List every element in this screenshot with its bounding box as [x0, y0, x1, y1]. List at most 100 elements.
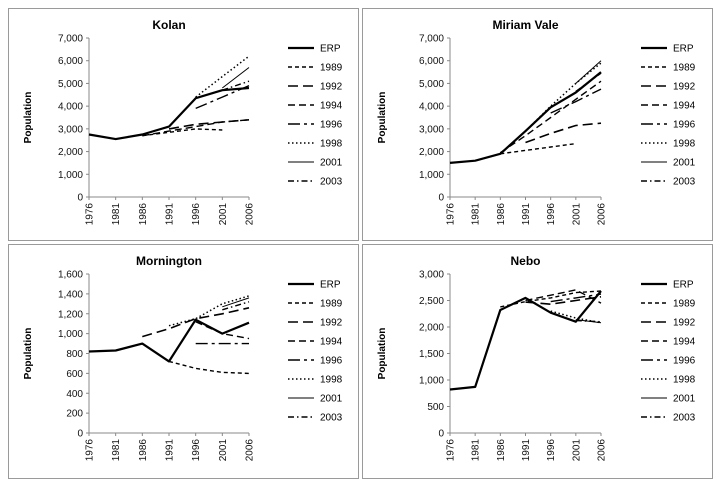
legend-label: 2003 — [673, 413, 696, 424]
x-tick-label: 1986 — [138, 439, 149, 462]
y-tick-label: 2,000 — [58, 147, 83, 158]
y-tick-label: 1,400 — [58, 289, 83, 300]
series-line-1998 — [168, 295, 250, 327]
x-tick-label: 1991 — [521, 203, 532, 226]
series-line-1994 — [142, 119, 250, 137]
x-tick-label: 1991 — [165, 203, 176, 226]
x-tick-label: 1981 — [111, 203, 122, 226]
x-tick-label: 1986 — [138, 203, 149, 226]
legend-label: 1994 — [673, 101, 696, 112]
legend-label: 1989 — [673, 299, 696, 310]
chart-title: Nebo — [511, 254, 541, 268]
series-line-1992 — [142, 307, 250, 338]
legend-label: 1996 — [673, 356, 696, 367]
y-tick-label: 1,000 — [58, 170, 83, 181]
series-line-2003 — [575, 319, 602, 323]
chart-panel-3: Nebo Population 0 500 1,000 1,500 2,000 2,500 3,… — [362, 244, 713, 479]
series-line-1992 — [525, 296, 602, 305]
y-tick-label: 200 — [66, 409, 83, 420]
y-tick-label: 7,000 — [58, 34, 83, 45]
y-tick-label: 500 — [427, 402, 444, 413]
series-line-1996 — [550, 88, 602, 114]
y-axis-label: Population — [377, 92, 388, 144]
x-tick-label: 1996 — [546, 203, 557, 226]
y-tick-label: 1,600 — [58, 270, 83, 281]
y-axis-label: Population — [23, 328, 34, 380]
chart-panel-0: Kolan Population 0 1,000 2,000 3,000 4,000 5,00… — [8, 8, 359, 241]
y-tick-label: 2,500 — [419, 296, 444, 307]
y-axis-label: Population — [23, 92, 34, 144]
chart-panel-2: Mornington Population 0 200 400 600 800 1,000 1,… — [8, 244, 359, 479]
x-tick-label: 1986 — [496, 203, 507, 226]
series-line-1994 — [195, 321, 250, 340]
series-line-2003 — [222, 80, 250, 91]
legend-label: 1992 — [320, 318, 343, 329]
y-tick-label: 4,000 — [58, 102, 83, 113]
series-line-1989 — [500, 142, 576, 155]
series-line-1996 — [550, 293, 602, 303]
legend-label: 2001 — [673, 394, 696, 405]
y-tick-label: 1,000 — [419, 170, 444, 181]
series-line-1998 — [550, 310, 602, 324]
x-tick-label: 1981 — [111, 439, 122, 462]
legend-label: 2001 — [320, 158, 343, 169]
legend-label: 1989 — [673, 63, 696, 74]
legend-label: 1996 — [320, 120, 343, 131]
y-tick-label: 0 — [77, 429, 83, 440]
x-tick-label: 2006 — [245, 203, 256, 226]
y-tick-label: 600 — [66, 369, 83, 380]
x-tick-label: 2001 — [218, 203, 229, 226]
y-tick-label: 5,000 — [58, 79, 83, 90]
series-line-ERP — [449, 290, 602, 391]
y-tick-label: 1,000 — [58, 329, 83, 340]
x-tick-label: 2001 — [571, 439, 582, 462]
series-line-1994 — [525, 289, 602, 304]
legend-label: 1994 — [320, 101, 343, 112]
chart-panel-1: Miriam Vale Population 0 1,000 2,000 3,000 4,0… — [362, 8, 713, 241]
legend-label: 1998 — [673, 139, 696, 150]
chart-title: Kolan — [152, 18, 185, 32]
y-tick-label: 2,000 — [419, 147, 444, 158]
legend-label: ERP — [320, 44, 341, 55]
series-line-2003 — [222, 301, 250, 311]
series-line-ERP — [88, 318, 250, 363]
legend-label: 1992 — [320, 82, 343, 93]
x-tick-label: 1981 — [471, 439, 482, 462]
y-tick-label: 800 — [66, 349, 83, 360]
x-tick-label: 1976 — [446, 439, 457, 462]
series-line-1989 — [500, 290, 602, 308]
y-tick-label: 400 — [66, 389, 83, 400]
series-line-ERP — [88, 86, 250, 141]
x-tick-label: 1986 — [496, 439, 507, 462]
legend-label: ERP — [673, 44, 694, 55]
series-line-2001 — [221, 67, 250, 89]
y-tick-label: 6,000 — [419, 56, 444, 67]
y-tick-label: 0 — [77, 193, 83, 204]
y-tick-label: 2,000 — [419, 323, 444, 334]
legend-label: 1992 — [673, 318, 696, 329]
legend-label: 2003 — [320, 177, 343, 188]
y-tick-label: 0 — [438, 193, 444, 204]
x-tick-label: 1996 — [191, 203, 202, 226]
chart-title: Miriam Vale — [492, 18, 558, 32]
y-tick-label: 3,000 — [419, 124, 444, 135]
legend-label: 1996 — [320, 356, 343, 367]
x-tick-label: 1996 — [546, 439, 557, 462]
legend-label: 1998 — [673, 375, 696, 386]
y-tick-label: 1,200 — [58, 309, 83, 320]
legend-label: 1992 — [673, 82, 696, 93]
x-tick-label: 2006 — [245, 439, 256, 462]
x-tick-label: 2006 — [597, 203, 608, 226]
y-tick-label: 3,000 — [419, 270, 444, 281]
x-tick-label: 1991 — [521, 439, 532, 462]
series-line-2001 — [575, 60, 602, 84]
legend-label: 2001 — [320, 394, 343, 405]
legend-label: ERP — [320, 280, 341, 291]
legend-label: 1994 — [673, 337, 696, 348]
legend-label: 1989 — [320, 63, 343, 74]
legend-label: 1998 — [320, 375, 343, 386]
y-tick-label: 0 — [438, 429, 444, 440]
legend-label: 1996 — [673, 120, 696, 131]
y-axis-label: Population — [377, 328, 388, 380]
